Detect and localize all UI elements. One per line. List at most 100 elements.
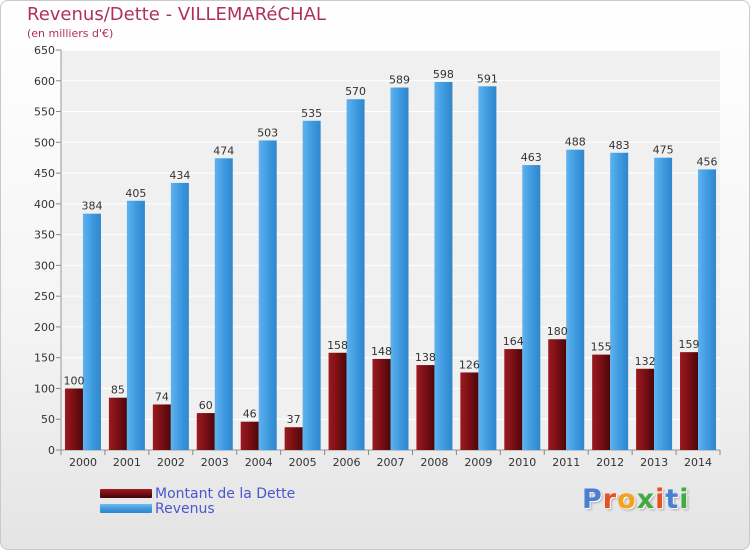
legend-item-dette: Montant de la Dette: [100, 486, 420, 502]
data-label-revenus: 503: [257, 126, 278, 139]
bar-revenus: [126, 200, 145, 450]
legend-swatch-revenus: [100, 504, 152, 513]
x-tick-label: 2003: [201, 456, 229, 469]
bar-dette: [152, 404, 171, 450]
data-label-revenus: 598: [433, 68, 454, 81]
data-label-dette: 60: [199, 399, 213, 412]
y-tick-label: 100: [34, 382, 55, 395]
chart-title: Revenus/Dette - VILLEMARéCHAL: [27, 4, 326, 25]
data-label-revenus: 384: [81, 200, 102, 213]
proxiti-logo: Proxiti: [582, 484, 690, 515]
bar-revenus: [654, 157, 673, 450]
data-label-dette: 148: [371, 345, 392, 358]
bar-revenus: [698, 169, 717, 450]
data-label-dette: 85: [111, 384, 125, 397]
legend-item-revenus: Revenus: [100, 501, 420, 517]
x-tick-label: 2002: [157, 456, 185, 469]
data-label-revenus: 591: [477, 72, 498, 85]
y-tick-label: 550: [34, 106, 55, 119]
data-label-dette: 126: [459, 358, 480, 371]
x-tick-label: 2004: [245, 456, 273, 469]
bar-dette: [64, 388, 83, 450]
legend-swatch-dette: [100, 489, 152, 498]
x-tick-label: 2007: [377, 456, 405, 469]
bar-revenus: [434, 82, 453, 450]
bar-revenus: [82, 213, 101, 450]
x-tick-label: 2014: [684, 456, 712, 469]
y-tick-label: 200: [34, 321, 55, 334]
data-label-dette: 180: [547, 325, 568, 338]
x-tick-label: 2000: [69, 456, 97, 469]
y-tick-label: 350: [34, 229, 55, 242]
y-tick-label: 500: [34, 136, 55, 149]
data-label-dette: 132: [635, 355, 656, 368]
data-label-revenus: 488: [565, 136, 586, 149]
x-tick-label: 2005: [289, 456, 317, 469]
data-label-revenus: 456: [697, 155, 718, 168]
chart-subtitle: (en milliers d'€): [27, 27, 114, 40]
bar-dette: [504, 349, 523, 450]
bar-revenus: [170, 182, 189, 450]
legend-label-dette: Montant de la Dette: [155, 486, 296, 502]
bar-revenus: [390, 87, 409, 451]
bar-dette: [328, 352, 347, 450]
y-tick-label: 300: [34, 259, 55, 272]
data-label-revenus: 475: [653, 144, 674, 157]
bar-dette: [680, 352, 699, 450]
bar-dette: [548, 339, 567, 450]
y-tick-label: 400: [34, 198, 55, 211]
bar-revenus: [522, 165, 541, 451]
bar-dette: [372, 358, 391, 450]
x-tick-label: 2011: [552, 456, 580, 469]
logo-letter: t: [665, 484, 680, 515]
data-label-revenus: 474: [213, 144, 234, 157]
data-label-dette: 100: [63, 374, 84, 387]
data-label-revenus: 405: [125, 187, 146, 200]
x-tick-label: 2008: [420, 456, 448, 469]
data-label-dette: 46: [243, 408, 257, 421]
x-tick-label: 2006: [333, 456, 361, 469]
bar-dette: [636, 368, 655, 450]
bar-revenus: [258, 140, 277, 450]
bar-revenus: [346, 99, 365, 450]
bar-revenus: [478, 86, 497, 451]
y-tick-label: 150: [34, 352, 55, 365]
data-label-dette: 74: [155, 390, 169, 403]
data-label-dette: 155: [591, 341, 612, 354]
data-label-dette: 37: [287, 413, 301, 426]
logo-letter: o: [617, 484, 637, 515]
bar-dette: [284, 427, 303, 450]
logo-letter: r: [602, 484, 618, 515]
data-label-dette: 164: [503, 335, 524, 348]
x-tick-label: 2013: [640, 456, 668, 469]
y-tick-label: 450: [34, 167, 55, 180]
data-label-revenus: 463: [521, 151, 542, 164]
x-tick-label: 2010: [508, 456, 536, 469]
bar-revenus: [302, 120, 321, 451]
data-label-revenus: 570: [345, 85, 366, 98]
bar-dette: [460, 372, 479, 450]
logo-letter: i: [655, 484, 666, 515]
x-tick-label: 2012: [596, 456, 624, 469]
bar-revenus: [610, 152, 629, 450]
logo-letter: i: [679, 484, 690, 515]
bar-dette: [240, 421, 259, 450]
logo-letter: x: [636, 484, 656, 515]
bar-dette: [196, 413, 215, 450]
y-tick-label: 0: [48, 444, 55, 457]
data-label-revenus: 483: [609, 139, 630, 152]
y-tick-label: 50: [41, 413, 55, 426]
bar-revenus: [566, 149, 585, 450]
x-tick-label: 2009: [464, 456, 492, 469]
data-label-dette: 158: [327, 339, 348, 352]
data-label-dette: 138: [415, 351, 436, 364]
bar-dette: [416, 365, 435, 450]
data-label-revenus: 589: [389, 74, 410, 87]
x-tick-label: 2001: [113, 456, 141, 469]
bar-revenus: [214, 158, 233, 451]
bar-dette: [108, 397, 127, 450]
logo-letter: P: [582, 484, 603, 515]
y-tick-label: 250: [34, 290, 55, 303]
data-label-dette: 159: [679, 338, 700, 351]
